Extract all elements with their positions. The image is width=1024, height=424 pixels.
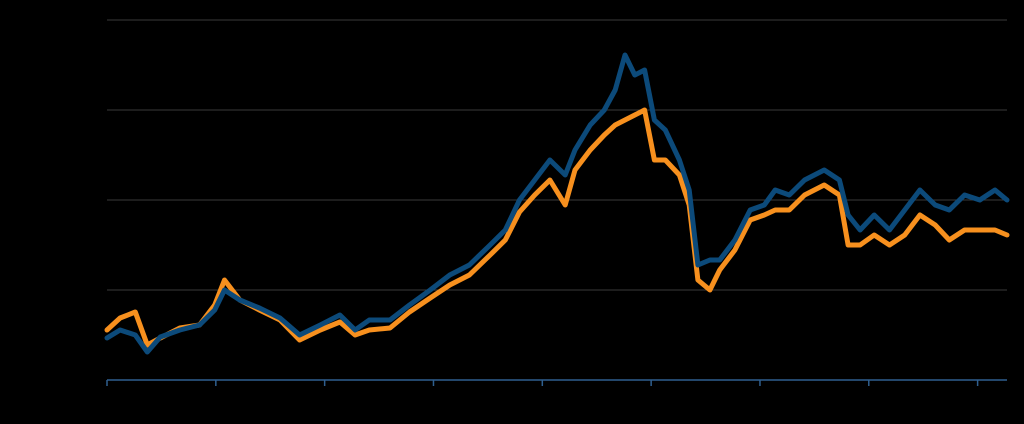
series-line	[104, 107, 1010, 348]
series-line	[104, 52, 1010, 355]
